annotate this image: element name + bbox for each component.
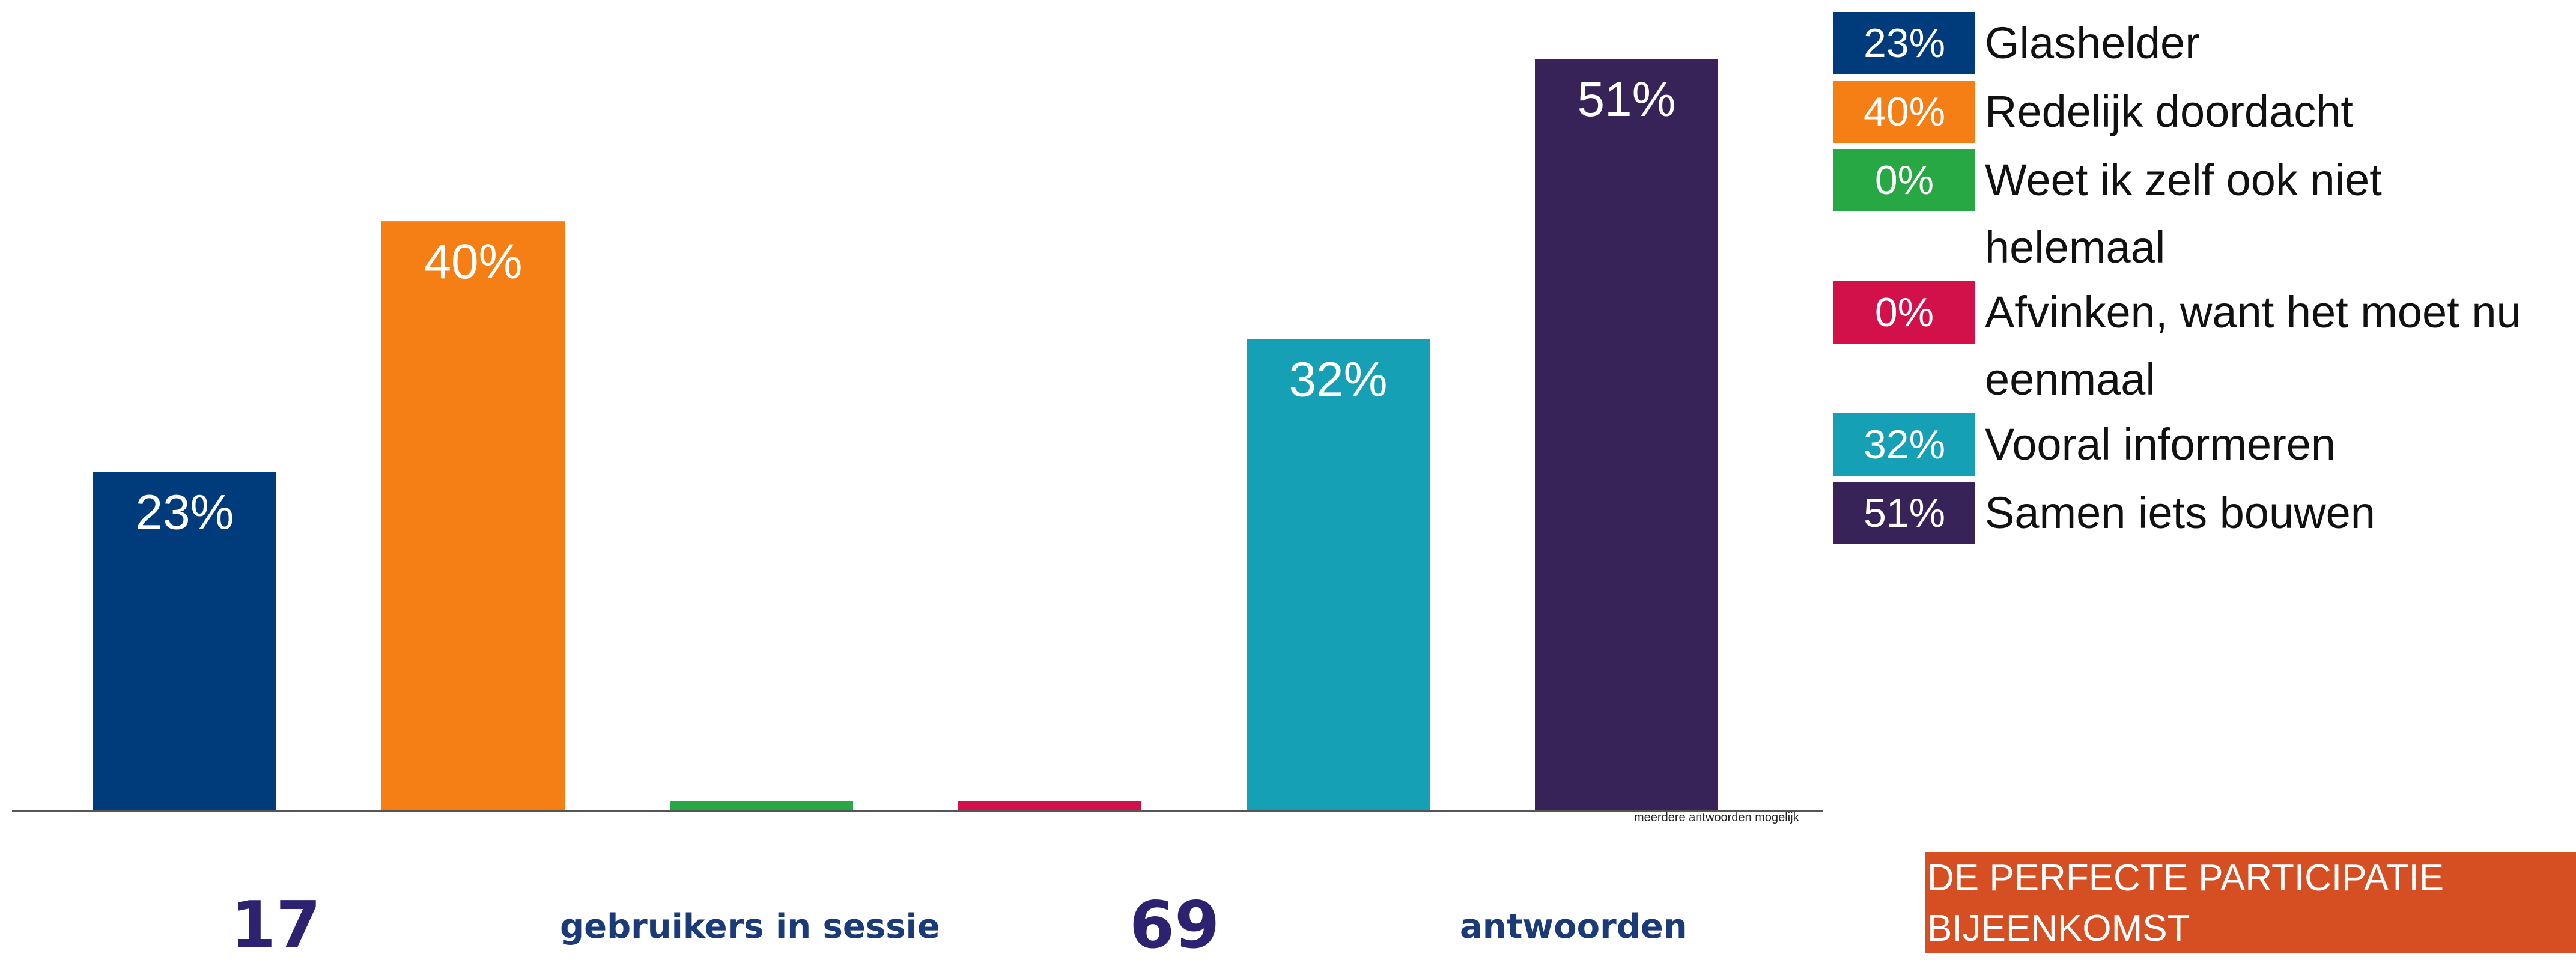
answers-label: antwoorden	[1460, 907, 1687, 946]
legend-value-swatch: 0%	[1833, 281, 1975, 344]
legend-label: Glashelder	[1985, 18, 2200, 68]
users-label: gebruikers in sessie	[560, 907, 940, 946]
footer-title-banner: DE PERFECTE PARTICIPATIE BIJEENKOMST	[1925, 852, 2576, 953]
legend-label: Weet ik zelf ook niet helemaal	[1985, 155, 2382, 272]
bar-4	[958, 801, 1141, 811]
legend-label: Vooral informeren	[1985, 419, 2336, 469]
bar-5	[1247, 339, 1430, 811]
legend-label: Redelijk doordacht	[1985, 87, 2353, 136]
bar-value-label-2: 40%	[424, 234, 522, 289]
bar-3	[670, 801, 853, 811]
legend-item-1: 23% Glashelder	[1833, 12, 2576, 81]
bars-group: 23% 40% 32% 51%	[93, 59, 1718, 812]
legend-item-3: 0% Weet ik zelf ook niet helemaal	[1833, 149, 2576, 281]
bar-1	[93, 472, 276, 811]
bar-chart: 23% 40% 32% 51%	[12, 59, 1823, 812]
legend-value-swatch: 32%	[1833, 413, 1975, 476]
legend-item-4: 0% Afvinken, want het moet nu eenmaal	[1833, 281, 2576, 413]
bar-2	[381, 221, 565, 811]
legend-value-swatch: 23%	[1833, 12, 1975, 74]
legend-value-swatch: 51%	[1833, 482, 1975, 544]
legend-label: Samen iets bouwen	[1985, 488, 2375, 538]
answers-count: 69	[1129, 888, 1220, 963]
bar-value-label-1: 23%	[135, 485, 234, 539]
chart-footnote: meerdere antwoorden mogelijk	[1634, 811, 1799, 824]
legend-item-6: 51% Samen iets bouwen	[1833, 482, 2576, 550]
bar-6	[1535, 59, 1718, 812]
legend-value-swatch: 40%	[1833, 81, 1975, 143]
legend-item-2: 40% Redelijk doordacht	[1833, 81, 2576, 149]
legend-item-5: 32% Vooral informeren	[1833, 413, 2576, 482]
legend-label: Afvinken, want het moet nu eenmaal	[1985, 287, 2521, 404]
legend-value-swatch: 0%	[1833, 149, 1975, 211]
legend: 23% Glashelder 40% Redelijk doordacht 0% Weet…	[1833, 12, 2576, 550]
bar-value-label-6: 51%	[1577, 72, 1675, 127]
bar-value-label-5: 32%	[1289, 353, 1387, 407]
users-count: 17	[231, 888, 321, 963]
